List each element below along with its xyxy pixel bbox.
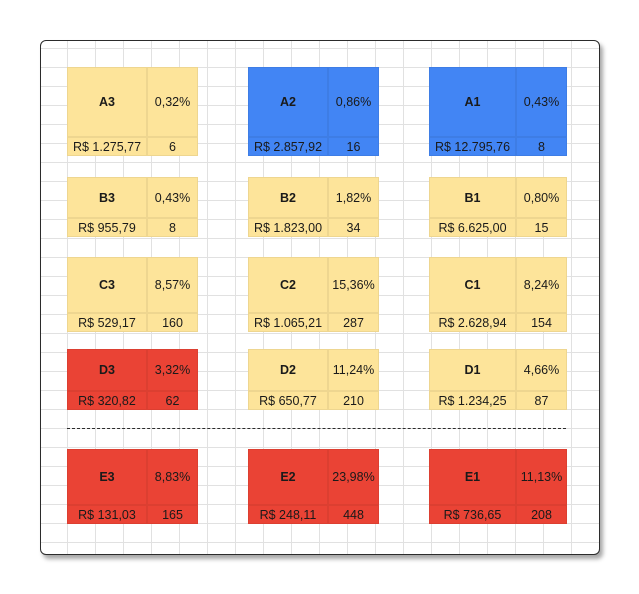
cell-percent-e1[interactable]: 11,13% bbox=[516, 449, 567, 505]
cell-count-c2[interactable]: 287 bbox=[328, 313, 379, 332]
cell-label-e1[interactable]: E1 bbox=[429, 449, 516, 505]
cell-percent-a3[interactable]: 0,32% bbox=[147, 67, 198, 137]
cell-percent-b1[interactable]: 0,80% bbox=[516, 177, 567, 218]
cell-count-b1[interactable]: 15 bbox=[516, 218, 567, 237]
cell-count-b3[interactable]: 8 bbox=[147, 218, 198, 237]
cell-percent-b2[interactable]: 1,82% bbox=[328, 177, 379, 218]
cell-label-a2[interactable]: A2 bbox=[248, 67, 328, 137]
cell-label-b1[interactable]: B1 bbox=[429, 177, 516, 218]
cell-percent-d2[interactable]: 11,24% bbox=[328, 349, 379, 391]
cell-count-c3[interactable]: 160 bbox=[147, 313, 198, 332]
cell-count-a2[interactable]: 16 bbox=[328, 137, 379, 156]
cell-value-c3[interactable]: R$ 529,17 bbox=[67, 313, 147, 332]
cell-count-e3[interactable]: 165 bbox=[147, 505, 198, 524]
cell-value-e1[interactable]: R$ 736,65 bbox=[429, 505, 516, 524]
cell-percent-c1[interactable]: 8,24% bbox=[516, 257, 567, 313]
cell-value-d3[interactable]: R$ 320,82 bbox=[67, 391, 147, 410]
cell-value-a3[interactable]: R$ 1.275,77 bbox=[67, 137, 147, 156]
cell-label-e2[interactable]: E2 bbox=[248, 449, 328, 505]
cell-value-c2[interactable]: R$ 1.065,21 bbox=[248, 313, 328, 332]
cell-count-d1[interactable]: 87 bbox=[516, 391, 567, 410]
cell-percent-c3[interactable]: 8,57% bbox=[147, 257, 198, 313]
cell-value-d1[interactable]: R$ 1.234,25 bbox=[429, 391, 516, 410]
cell-count-a3[interactable]: 6 bbox=[147, 137, 198, 156]
cell-percent-e3[interactable]: 8,83% bbox=[147, 449, 198, 505]
cell-label-c1[interactable]: C1 bbox=[429, 257, 516, 313]
cell-value-e3[interactable]: R$ 131,03 bbox=[67, 505, 147, 524]
cell-value-b2[interactable]: R$ 1.823,00 bbox=[248, 218, 328, 237]
cell-count-e1[interactable]: 208 bbox=[516, 505, 567, 524]
sheet-frame: A3 0,32% R$ 1.275,77 6 A2 0,86% R$ 2.857,92 16 A… bbox=[40, 40, 600, 555]
cell-label-b3[interactable]: B3 bbox=[67, 177, 147, 218]
cell-label-d2[interactable]: D2 bbox=[248, 349, 328, 391]
cell-count-d2[interactable]: 210 bbox=[328, 391, 379, 410]
cell-count-e2[interactable]: 448 bbox=[328, 505, 379, 524]
cell-value-b1[interactable]: R$ 6.625,00 bbox=[429, 218, 516, 237]
cell-label-a3[interactable]: A3 bbox=[67, 67, 147, 137]
cell-percent-d3[interactable]: 3,32% bbox=[147, 349, 198, 391]
cell-percent-a1[interactable]: 0,43% bbox=[516, 67, 567, 137]
cell-label-e3[interactable]: E3 bbox=[67, 449, 147, 505]
cell-count-c1[interactable]: 154 bbox=[516, 313, 567, 332]
cell-label-b2[interactable]: B2 bbox=[248, 177, 328, 218]
cell-percent-c2[interactable]: 15,36% bbox=[328, 257, 379, 313]
cell-value-c1[interactable]: R$ 2.628,94 bbox=[429, 313, 516, 332]
cell-value-a2[interactable]: R$ 2.857,92 bbox=[248, 137, 328, 156]
cell-percent-e2[interactable]: 23,98% bbox=[328, 449, 379, 505]
cell-value-e2[interactable]: R$ 248,11 bbox=[248, 505, 328, 524]
cell-value-d2[interactable]: R$ 650,77 bbox=[248, 391, 328, 410]
cell-value-a1[interactable]: R$ 12.795,76 bbox=[429, 137, 516, 156]
cell-count-d3[interactable]: 62 bbox=[147, 391, 198, 410]
cell-count-b2[interactable]: 34 bbox=[328, 218, 379, 237]
cell-percent-a2[interactable]: 0,86% bbox=[328, 67, 379, 137]
cell-label-c2[interactable]: C2 bbox=[248, 257, 328, 313]
cell-count-a1[interactable]: 8 bbox=[516, 137, 567, 156]
cell-label-d1[interactable]: D1 bbox=[429, 349, 516, 391]
cell-percent-d1[interactable]: 4,66% bbox=[516, 349, 567, 391]
cell-label-d3[interactable]: D3 bbox=[67, 349, 147, 391]
cell-value-b3[interactable]: R$ 955,79 bbox=[67, 218, 147, 237]
cell-percent-b3[interactable]: 0,43% bbox=[147, 177, 198, 218]
dashed-separator bbox=[67, 428, 566, 429]
cell-label-a1[interactable]: A1 bbox=[429, 67, 516, 137]
cell-label-c3[interactable]: C3 bbox=[67, 257, 147, 313]
